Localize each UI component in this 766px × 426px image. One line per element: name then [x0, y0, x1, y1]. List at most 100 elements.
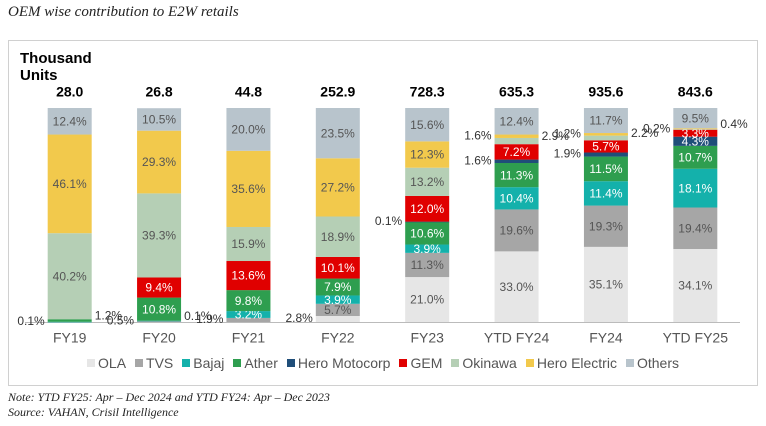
bar-segment — [673, 108, 718, 129]
value-label: 23.5% — [321, 126, 355, 140]
bar-segment — [315, 216, 360, 257]
x-tick-label: FY24 — [589, 330, 623, 346]
note: Note: YTD FY25: Apr – Dec 2024 and YTD F… — [8, 390, 330, 404]
y-axis-label: Thousand Units — [20, 50, 92, 84]
legend-item: Okinawa — [451, 355, 517, 371]
value-label: 3.9% — [324, 293, 352, 307]
value-label: 11.3% — [500, 168, 533, 182]
bar-segment — [405, 108, 450, 142]
bar-segment — [405, 221, 450, 245]
bar-segment — [405, 244, 450, 253]
chart-frame — [8, 40, 758, 386]
bar-segment — [405, 221, 450, 223]
value-label: 12.0% — [410, 202, 444, 216]
value-label: 40.2% — [53, 269, 87, 283]
value-label: 18.1% — [678, 181, 712, 195]
bar-segment — [47, 321, 92, 323]
legend-label: Bajaj — [193, 355, 225, 371]
bar-segment — [673, 145, 718, 169]
bar-segment — [226, 317, 271, 322]
value-label: 20.0% — [231, 123, 265, 137]
bar-segment — [494, 137, 539, 145]
legend-item: GEM — [399, 355, 442, 371]
value-label: 29.3% — [142, 155, 176, 169]
bar-segment — [494, 187, 539, 210]
bar-segment — [673, 207, 718, 250]
x-tick-label: YTD FY24 — [484, 330, 550, 346]
value-label: 1.2% — [554, 126, 582, 140]
value-label: 1.6% — [464, 153, 492, 167]
value-label: 18.9% — [321, 230, 355, 244]
value-label: 19.3% — [589, 219, 623, 233]
legend-swatch — [135, 359, 144, 367]
value-label: 10.6% — [410, 226, 444, 240]
bar-segment — [405, 141, 450, 168]
value-label: 0.4% — [720, 117, 748, 131]
value-label: 27.2% — [321, 181, 355, 195]
value-label: 7.9% — [324, 280, 352, 294]
bar-segment — [226, 261, 271, 291]
value-label: 13.2% — [410, 175, 444, 189]
bar-segment — [315, 158, 360, 217]
value-label: 1.2% — [95, 309, 123, 323]
total-label: 44.8 — [235, 84, 262, 100]
bar-segment — [137, 193, 182, 278]
value-label: 10.4% — [500, 191, 534, 205]
x-tick-label: FY19 — [53, 330, 87, 346]
value-label: 7.2% — [503, 145, 531, 159]
bar-segment — [137, 297, 182, 321]
bar-segment — [315, 303, 360, 317]
bar-segment — [137, 320, 182, 322]
legend-item: Hero Motocorp — [286, 355, 390, 371]
x-tick-label: FY22 — [321, 330, 355, 346]
bar-segment — [673, 136, 718, 146]
legend-label: TVS — [146, 355, 174, 371]
bar-segment — [494, 144, 539, 160]
x-tick-label: YTD FY25 — [663, 330, 729, 346]
legend-item: OLA — [87, 355, 126, 371]
legend-swatch — [451, 359, 460, 367]
value-label: 46.1% — [53, 177, 87, 191]
value-label: 0.1% — [17, 314, 45, 328]
source: Source: VAHAN, Crisil Intelligence — [8, 405, 179, 419]
bar-segment — [405, 277, 450, 322]
title: OEM wise contribution to E2W retails — [8, 4, 239, 20]
bar-segment — [673, 129, 718, 137]
value-label: 1.9% — [554, 147, 582, 161]
bar-segment — [583, 246, 628, 322]
value-label: 11.5% — [589, 162, 622, 176]
value-label: 35.6% — [231, 182, 265, 196]
x-tick-label: FY23 — [410, 330, 444, 346]
value-label: 3.2% — [235, 308, 263, 322]
legend-label: Others — [636, 355, 679, 371]
legend-item: Others — [625, 355, 679, 371]
bar-segment — [137, 320, 182, 322]
bar-segment — [226, 150, 271, 227]
bar-segment — [673, 249, 718, 322]
value-label: 10.1% — [321, 261, 355, 275]
value-label: 2.2% — [631, 126, 659, 140]
legend-swatch — [233, 359, 242, 367]
bar-segment — [405, 252, 450, 278]
legend-label: GEM — [410, 355, 443, 371]
value-label: 9.8% — [235, 294, 263, 308]
value-label: 1.9% — [196, 312, 224, 326]
value-label: 11.4% — [589, 187, 622, 201]
value-label: 11.7% — [589, 114, 622, 128]
value-label: 19.6% — [500, 224, 534, 238]
value-label: 10.7% — [678, 150, 712, 164]
bar-segment — [315, 316, 360, 322]
total-label: 843.6 — [678, 84, 713, 100]
total-label: 26.8 — [145, 84, 172, 100]
value-label: 10.5% — [142, 113, 176, 127]
bar-segment — [137, 277, 182, 298]
value-label: 12.4% — [500, 114, 534, 128]
bar-segment — [315, 295, 360, 304]
value-label: 12.3% — [410, 148, 444, 162]
bar-segment — [315, 108, 360, 159]
bar-segment — [494, 162, 539, 188]
bar-segment — [583, 135, 628, 141]
bar-segment — [315, 278, 360, 296]
bar-segment — [583, 205, 628, 247]
